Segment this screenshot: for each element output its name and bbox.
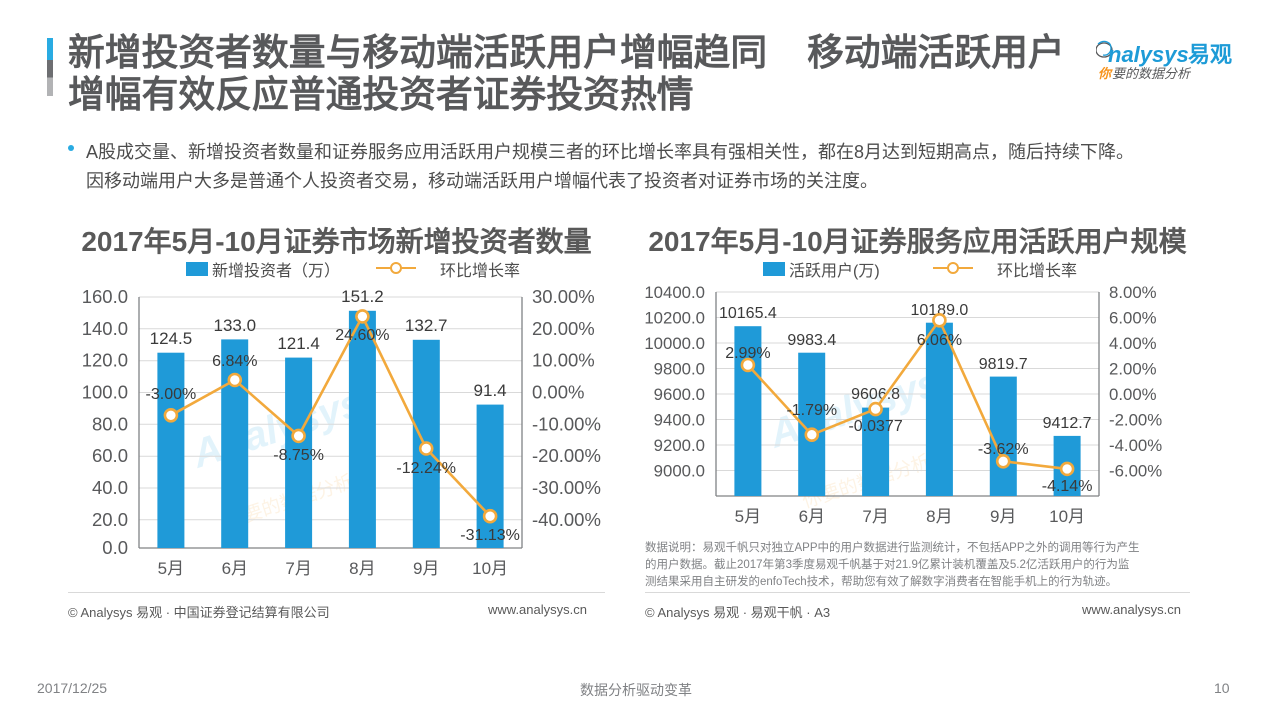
svg-text:-4.00%: -4.00% (1109, 436, 1162, 455)
svg-text:-40.00%: -40.00% (532, 509, 601, 530)
svg-text:5月: 5月 (158, 559, 184, 578)
svg-text:10月: 10月 (1049, 507, 1085, 526)
svg-text:8月: 8月 (349, 559, 375, 578)
svg-text:-8.75%: -8.75% (273, 447, 324, 464)
svg-text:7月: 7月 (862, 507, 888, 526)
svg-text:6.00%: 6.00% (1109, 309, 1157, 328)
svg-text:9月: 9月 (990, 507, 1016, 526)
svg-text:60.0: 60.0 (92, 445, 128, 466)
svg-text:5月: 5月 (735, 507, 761, 526)
svg-text:-30.00%: -30.00% (532, 477, 601, 498)
svg-text:9月: 9月 (413, 559, 439, 578)
svg-text:9819.7: 9819.7 (979, 356, 1028, 373)
svg-text:-2.00%: -2.00% (1109, 411, 1162, 430)
svg-text:9600.0: 9600.0 (654, 385, 705, 404)
svg-text:100.0: 100.0 (82, 382, 128, 403)
svg-text:10165.4: 10165.4 (719, 305, 777, 322)
svg-text:40.0: 40.0 (92, 477, 128, 498)
svg-text:-3.00%: -3.00% (146, 386, 197, 403)
svg-text:nalysys: nalysys (1108, 42, 1189, 67)
svg-text:124.5: 124.5 (150, 329, 193, 348)
svg-text:9983.4: 9983.4 (787, 332, 836, 349)
svg-text:30.00%: 30.00% (532, 286, 595, 307)
svg-text:易观: 易观 (1188, 42, 1232, 67)
svg-text:10200.0: 10200.0 (645, 309, 705, 328)
svg-text:6.84%: 6.84% (212, 353, 257, 370)
svg-text:-0.0377: -0.0377 (848, 418, 902, 435)
svg-text:0.00%: 0.00% (1109, 385, 1157, 404)
svg-text:7月: 7月 (285, 559, 311, 578)
svg-text:0.0: 0.0 (102, 537, 128, 558)
svg-text:10000.0: 10000.0 (645, 334, 705, 353)
svg-text:-10.00%: -10.00% (532, 413, 601, 434)
svg-text:10.00%: 10.00% (532, 350, 595, 371)
svg-text:133.0: 133.0 (214, 316, 257, 335)
svg-text:140.0: 140.0 (82, 318, 128, 339)
svg-text:10400.0: 10400.0 (645, 283, 705, 302)
svg-text:-12.24%: -12.24% (396, 460, 456, 477)
svg-text:20.0: 20.0 (92, 509, 128, 530)
svg-text:9200.0: 9200.0 (654, 436, 705, 455)
svg-text:132.7: 132.7 (405, 316, 448, 335)
svg-text:4.00%: 4.00% (1109, 334, 1157, 353)
svg-text:9800.0: 9800.0 (654, 360, 705, 379)
svg-text:6月: 6月 (799, 507, 825, 526)
svg-text:-1.79%: -1.79% (786, 402, 837, 419)
svg-text:80.0: 80.0 (92, 413, 128, 434)
svg-text:9400.0: 9400.0 (654, 411, 705, 430)
svg-text:-3.62%: -3.62% (978, 441, 1029, 458)
svg-text:-31.13%: -31.13% (460, 527, 520, 544)
svg-text:9606.8: 9606.8 (851, 386, 900, 403)
svg-text:9000.0: 9000.0 (654, 462, 705, 481)
svg-text:8月: 8月 (926, 507, 952, 526)
svg-text:121.4: 121.4 (277, 334, 320, 353)
svg-text:160.0: 160.0 (82, 286, 128, 307)
svg-text:你: 你 (1098, 66, 1113, 81)
svg-text:10月: 10月 (472, 559, 508, 578)
svg-text:120.0: 120.0 (82, 350, 128, 371)
svg-text:6.06%: 6.06% (917, 332, 962, 349)
svg-text:91.4: 91.4 (474, 381, 507, 400)
svg-text:20.00%: 20.00% (532, 318, 595, 339)
svg-text:-6.00%: -6.00% (1109, 462, 1162, 481)
svg-text:0.00%: 0.00% (532, 382, 584, 403)
svg-text:-4.14%: -4.14% (1042, 478, 1093, 495)
svg-text:要的数据分析: 要的数据分析 (1112, 66, 1192, 81)
svg-text:2.99%: 2.99% (725, 345, 770, 362)
svg-text:-20.00%: -20.00% (532, 445, 601, 466)
svg-text:151.2: 151.2 (341, 287, 384, 306)
svg-text:24.60%: 24.60% (335, 327, 389, 344)
svg-text:6月: 6月 (222, 559, 248, 578)
svg-text:8.00%: 8.00% (1109, 283, 1157, 302)
svg-text:9412.7: 9412.7 (1043, 415, 1092, 432)
svg-text:2.00%: 2.00% (1109, 360, 1157, 379)
